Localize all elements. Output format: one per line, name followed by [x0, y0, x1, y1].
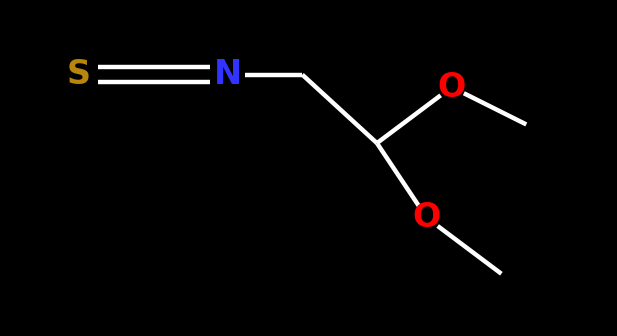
Text: S: S [66, 58, 90, 91]
Text: O: O [437, 71, 466, 103]
Text: O: O [413, 201, 441, 234]
Text: N: N [213, 58, 242, 91]
